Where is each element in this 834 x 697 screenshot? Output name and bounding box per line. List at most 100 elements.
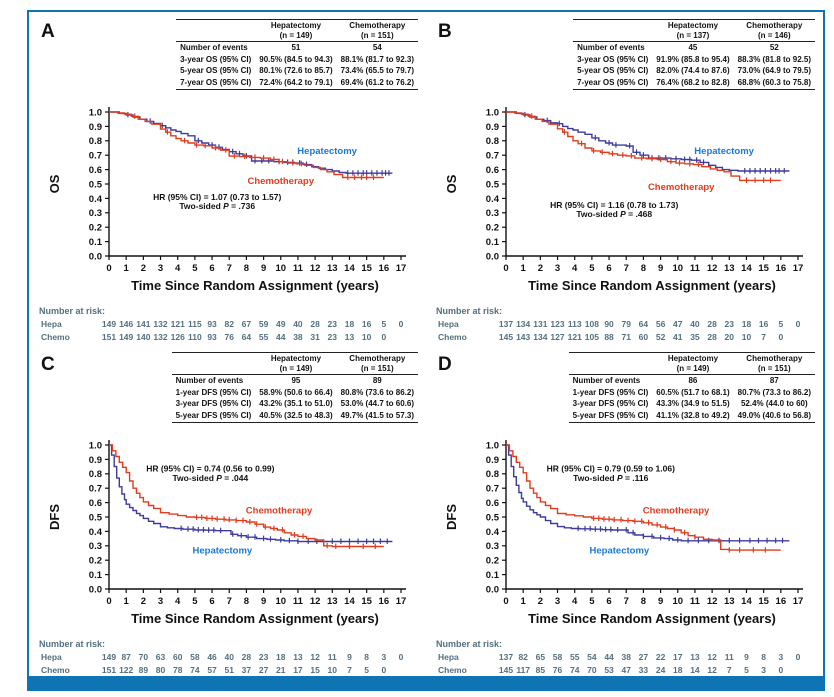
figure-frame: A Hepatectomy (n = 149) Chemotherapy (n = 1… [27, 10, 825, 691]
x-tick-label: 9 [261, 596, 266, 607]
curve-label-hepatectomy: Hepatectomy [297, 146, 357, 157]
risk-count: 0 [398, 319, 404, 329]
risk-count: 10 [361, 332, 372, 342]
stats-row: Number of events 51 54 [176, 42, 418, 54]
x-tick-label: 6 [209, 263, 214, 274]
stats-value: 72.4% (64.2 to 79.1) [259, 77, 333, 87]
stats-value: 69.4% (61.2 to 76.2) [340, 77, 414, 87]
number-at-risk-rows: Hepa 149 87 70 63 60 58 46 40 28 23 18 13 12 11 9 8 3 0 Che… [39, 652, 426, 678]
x-tick-label: 14 [741, 263, 752, 274]
km-curve-chemotherapy [506, 111, 781, 182]
y-tick-label: 0.5 [486, 179, 500, 190]
risk-count: 82 [224, 319, 234, 329]
x-tick-label: 7 [227, 263, 232, 274]
x-tick-label: 14 [344, 263, 355, 274]
y-tick-label: 0.3 [89, 541, 102, 552]
x-axis-title: Time Since Random Assignment (years) [528, 611, 776, 626]
risk-group-name: Hepa [438, 319, 459, 329]
risk-count: 64 [241, 332, 252, 342]
x-tick-label: 12 [707, 263, 718, 274]
risk-counts: 145 143 134 127 121 105 88 71 60 52 41 35 28 20 10 7 0 [499, 332, 798, 345]
x-tick-label: 11 [690, 263, 701, 274]
risk-count: 18 [276, 652, 286, 662]
km-svg: 1.0 0.9 0.8 0.7 0.6 0.5 0.4 0.3 0.2 0.1 0.0 0 1 2 3 4 5 6… [444, 440, 803, 626]
risk-count: 122 [119, 665, 134, 675]
risk-group-name: Chemo [438, 332, 467, 342]
risk-count: 76 [224, 332, 234, 342]
stats-table: Hepatectomy (n = 149) Chemotherapy (n = 151… [568, 352, 815, 423]
panel-d: D Hepatectomy (n = 149) Chemotherapy (n = 1… [426, 345, 823, 678]
stats-value: 52.4% (44.0 to 60) [740, 399, 808, 409]
risk-count: 23 [327, 319, 338, 329]
x-tick-label: 5 [589, 263, 595, 274]
p-annotation: Two-sided P = .736 [179, 201, 255, 211]
risk-count: 28 [241, 652, 252, 662]
y-tick-label: 1.0 [89, 107, 102, 118]
panel-a-header: A Hepatectomy (n = 149) Chemotherapy (n = 1… [39, 17, 426, 103]
risk-row: Chemo 151 149 140 132 126 110 93 76 64 55 44 38 31 23 1… [39, 332, 426, 345]
risk-counts: 151 149 140 132 126 110 93 76 64 55 44 38 31 23 13 10 0 [102, 332, 401, 345]
y-tick-label: 0.6 [486, 165, 499, 176]
x-tick-label: 17 [396, 596, 407, 607]
panel-b-header: B Hepatectomy (n = 137) Chemotherapy (n = 1… [436, 17, 823, 103]
risk-count: 27 [638, 652, 649, 662]
risk-count: 18 [344, 319, 355, 329]
risk-group-name: Hepa [438, 652, 459, 662]
risk-count: 11 [724, 652, 734, 662]
stats-value: 82.0% (74.4 to 87.6) [656, 66, 730, 76]
stats-row-label: 7-year OS (95% CI) [180, 77, 252, 87]
number-at-risk-title: Number at risk: [39, 639, 106, 649]
panel-c-header: C Hepatectomy (n = 149) Chemotherapy (n = 1… [39, 350, 426, 436]
risk-count: 17 [293, 665, 303, 675]
risk-count: 47 [673, 319, 683, 329]
risk-count: 53 [604, 665, 614, 675]
risk-count: 13 [690, 652, 700, 662]
stats-row: 5-year DFS (95% CI) 41.1% (32.8 to 49.2) 4… [568, 410, 815, 423]
risk-count: 74 [190, 665, 200, 675]
y-tick-label: 0.9 [486, 122, 499, 133]
x-tick-label: 10 [672, 263, 683, 274]
risk-count: 10 [741, 332, 752, 342]
risk-count: 41 [673, 332, 683, 342]
stats-value: 80.1% (72.6 to 85.7) [259, 66, 333, 76]
x-tick-label: 13 [724, 596, 735, 607]
risk-row: Hepa 149 146 141 132 121 115 93 82 67 59 49 40 28 23 18… [39, 319, 426, 332]
risk-count: 57 [207, 665, 217, 675]
stats-col-header: Hepatectomy (n = 149) [270, 354, 322, 373]
x-tick-label: 0 [106, 596, 111, 607]
risk-count: 8 [364, 652, 370, 662]
x-tick-label: 16 [379, 263, 390, 274]
x-tick-label: 0 [503, 596, 508, 607]
y-tick-label: 0.5 [486, 512, 500, 523]
risk-counts: 137 82 65 58 55 54 44 38 27 22 17 13 12 11 9 8 3 0 [499, 652, 800, 665]
y-tick-label: 0.0 [89, 251, 102, 262]
risk-count: 74 [569, 665, 580, 675]
risk-count: 16 [758, 319, 769, 329]
y-tick-label: 0.2 [486, 556, 499, 567]
risk-count: 151 [101, 332, 117, 342]
risk-count: 71 [621, 332, 631, 342]
risk-group-name: Chemo [41, 665, 70, 675]
risk-count: 47 [621, 665, 631, 675]
risk-count: 5 [381, 319, 387, 329]
x-tick-label: 13 [724, 263, 735, 274]
risk-count: 49 [276, 319, 286, 329]
hr-annotation: HR (95% CI) = 1.07 (0.73 to 1.57) [153, 192, 281, 202]
y-tick-label: 0.4 [89, 527, 103, 538]
x-tick-label: 3 [555, 596, 560, 607]
y-tick-label: 0.4 [486, 527, 500, 538]
stats-value: 60.5% (51.7 to 68.1) [656, 387, 730, 397]
stats-value: 41.1% (32.8 to 49.2) [656, 410, 730, 420]
p-annotation: Two-sided P = .468 [576, 209, 652, 219]
number-at-risk: Number at risk: Hepa 149 146 141 132 121 115 93… [39, 306, 426, 345]
stats-row-label: Number of events [180, 43, 248, 53]
x-tick-label: 13 [327, 596, 338, 607]
stats-row-label: 3-year DFS (95% CI) [572, 399, 649, 409]
y-tick-label: 0.9 [89, 455, 102, 466]
risk-count: 40 [224, 652, 234, 662]
y-tick-label: 0.3 [89, 208, 102, 219]
risk-count: 87 [121, 652, 131, 662]
hr-annotation: HR (95% CI) = 0.74 (0.56 to 0.99) [146, 464, 274, 474]
x-tick-label: 3 [158, 263, 163, 274]
y-tick-label: 0.9 [486, 455, 499, 466]
